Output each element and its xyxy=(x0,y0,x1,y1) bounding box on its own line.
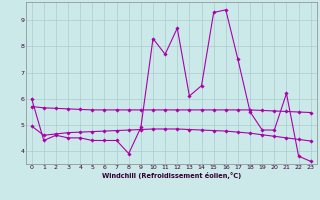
X-axis label: Windchill (Refroidissement éolien,°C): Windchill (Refroidissement éolien,°C) xyxy=(101,172,241,179)
